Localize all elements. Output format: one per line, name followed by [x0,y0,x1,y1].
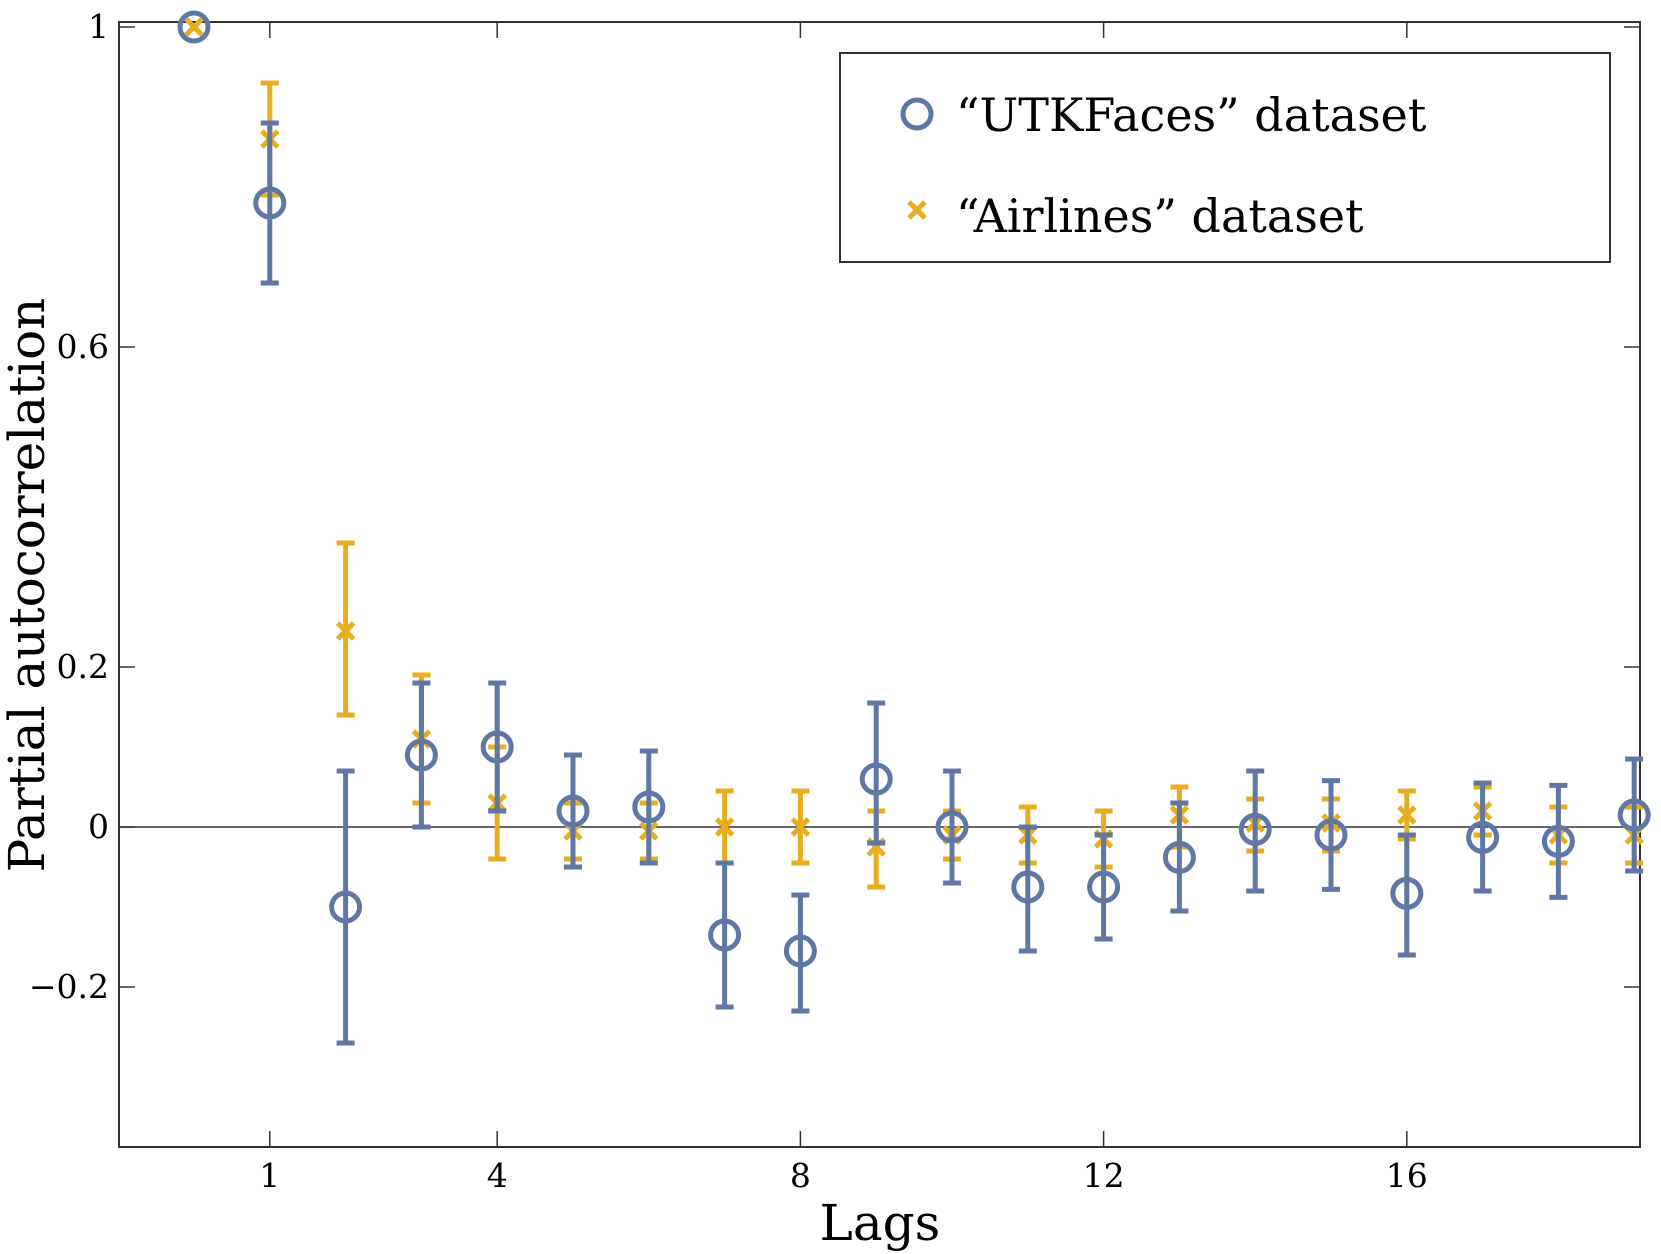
axis-ticks: 14812162010.60.20−0.2 [29,7,1640,1195]
data-point [1162,840,1196,874]
data-point [184,17,204,37]
x-marker-stroke [790,817,811,837]
x-marker-stroke [714,817,735,837]
x-tick-label: 16 [1386,1156,1428,1195]
data-point [1541,824,1575,858]
data-point [783,934,817,968]
data-point [714,817,735,837]
data-point [935,810,969,844]
data-point [1617,798,1651,832]
legend-x-icon [907,200,927,220]
data-point [790,817,811,837]
y-tick-label: 0 [88,807,109,846]
legend: “UTKFaces” dataset “Airlines” dataset [839,52,1611,263]
x-axis-title: Lags [820,1194,941,1252]
legend-label-airlines: “Airlines” dataset [956,189,1364,243]
y-tick-label: 0.6 [57,327,109,366]
x-marker-stroke [907,200,927,220]
data-point [177,10,211,44]
legend-circle [900,97,934,131]
y-tick-label: −0.2 [29,967,109,1006]
data-point [335,621,356,641]
data-point [1390,876,1424,910]
data-point [1238,812,1272,846]
data-point [1466,820,1500,854]
data-point [404,738,438,772]
x-tick-label: 4 [487,1156,508,1195]
series-utkfaces [177,10,1651,1046]
data-point [1397,805,1417,825]
data-series [177,10,1651,1046]
data-point [329,890,363,924]
x-tick-label: 1 [259,1156,280,1195]
y-tick-label: 0.2 [57,647,109,686]
x-marker-stroke [335,621,356,641]
x-tick-label: 8 [790,1156,811,1195]
data-point [1011,870,1045,904]
data-point [708,918,742,952]
data-point [1314,818,1348,852]
plot-frame [118,21,1641,1148]
y-tick-label: 1 [88,7,109,46]
y-axis-title: Partial autocorrelation [0,298,56,873]
legend-box [839,52,1611,263]
data-point [253,186,287,220]
x-tick-label: 12 [1083,1156,1125,1195]
legend-x [907,200,927,220]
x-marker-stroke [184,17,204,37]
data-point [480,730,514,764]
legend-circle-icon [900,97,934,131]
x-marker-stroke [1397,805,1417,825]
legend-label-utkfaces: “UTKFaces” dataset [956,88,1427,142]
data-point [556,794,590,828]
data-point [632,790,666,824]
data-point [859,762,893,796]
data-point [1087,870,1121,904]
